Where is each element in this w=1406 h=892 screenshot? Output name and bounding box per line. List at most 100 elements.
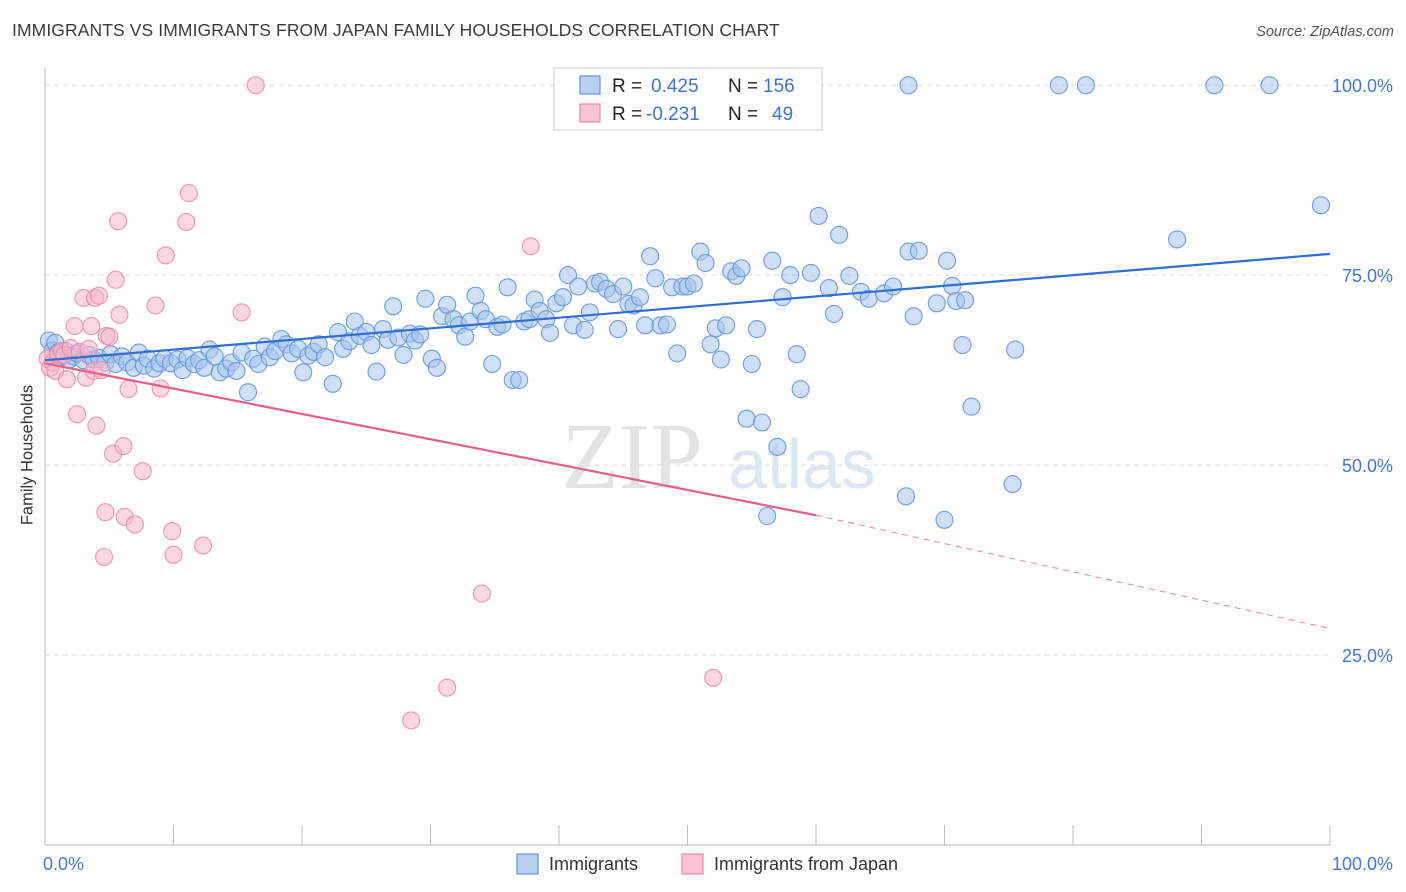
point-immigrants-from-japan	[82, 317, 101, 336]
point-immigrants	[791, 380, 810, 399]
point-immigrants	[899, 76, 918, 95]
trend-line-japan-extension	[815, 514, 1331, 629]
point-immigrants	[294, 363, 313, 382]
point-immigrants	[657, 315, 676, 334]
point-immigrants	[668, 344, 687, 363]
legend-swatch-japan	[579, 103, 601, 123]
point-immigrants	[558, 266, 578, 285]
legend-n-value: 49	[772, 104, 793, 125]
point-immigrants	[456, 327, 475, 346]
point-immigrants	[787, 345, 806, 364]
point-immigrants	[962, 397, 981, 416]
point-immigrants	[362, 335, 381, 355]
x-tick-label: 100.0%	[1332, 854, 1393, 874]
point-immigrants-from-japan	[146, 296, 165, 315]
point-immigrants-from-japan	[521, 237, 540, 256]
point-immigrants	[717, 316, 736, 335]
point-immigrants-from-japan	[151, 379, 170, 398]
point-immigrants	[466, 286, 485, 305]
point-immigrants	[824, 304, 844, 323]
y-tick-label: 75.0%	[1342, 266, 1393, 286]
point-immigrants	[737, 409, 756, 428]
point-immigrants-from-japan	[119, 380, 138, 399]
point-immigrants	[809, 206, 828, 225]
point-immigrants	[747, 320, 766, 339]
point-immigrants-from-japan	[246, 76, 265, 95]
point-immigrants	[1260, 76, 1279, 95]
point-immigrants	[367, 362, 386, 381]
legend-swatch-immigrants	[516, 853, 539, 875]
legend-r-label: R =	[612, 104, 642, 125]
point-immigrants-from-japan	[156, 246, 175, 265]
point-immigrants	[1311, 196, 1331, 215]
trend-line-japan	[44, 362, 817, 517]
point-immigrants	[938, 251, 957, 270]
point-immigrants	[238, 383, 258, 402]
source-credit: Source: ZipAtlas.com	[1256, 24, 1394, 40]
point-immigrants	[614, 277, 633, 296]
point-immigrants	[510, 370, 529, 390]
point-immigrants-from-japan	[87, 416, 106, 435]
legend-n-label: N =	[728, 104, 758, 125]
point-immigrants	[773, 288, 792, 307]
point-immigrants	[801, 263, 820, 282]
point-immigrants	[636, 316, 655, 335]
watermark-zip: ZIP	[562, 405, 703, 509]
point-immigrants-from-japan	[96, 503, 115, 522]
stats-legend: R = 0.425 N = 156 R = -0.231 N = 49	[553, 67, 823, 131]
point-immigrants-from-japan	[194, 536, 213, 555]
tick-labels: 25.0% 50.0% 75.0% 100.0% 0.0% 100.0%	[43, 76, 1393, 874]
point-immigrants	[927, 294, 946, 313]
series-legend: Immigrants Immigrants from Japan	[516, 853, 898, 875]
point-immigrants	[909, 241, 928, 260]
point-immigrants-from-japan	[68, 405, 87, 424]
point-immigrants-from-japan	[110, 305, 129, 324]
point-immigrants-from-japan	[95, 547, 114, 567]
point-immigrants-from-japan	[163, 522, 182, 541]
point-immigrants-from-japan	[125, 515, 144, 534]
point-immigrants-from-japan	[133, 462, 152, 481]
point-immigrants	[493, 315, 512, 334]
point-immigrants	[540, 323, 560, 342]
point-immigrants	[1006, 340, 1025, 359]
trend-line-immigrants	[44, 252, 1331, 362]
point-immigrants	[394, 345, 413, 364]
point-immigrants	[205, 347, 224, 366]
point-immigrants-from-japan	[89, 286, 109, 305]
point-immigrants	[498, 278, 517, 297]
watermark-atlas: atlas	[728, 425, 876, 503]
point-immigrants	[641, 247, 660, 266]
point-immigrants-from-japan	[100, 327, 119, 346]
data-points	[38, 76, 1331, 730]
trend-lines	[44, 252, 1331, 629]
point-immigrants	[323, 374, 342, 393]
legend-r-value: 0.425	[651, 76, 699, 97]
y-tick-label: 100.0%	[1332, 76, 1393, 96]
point-immigrants	[896, 487, 916, 506]
point-immigrants	[575, 320, 594, 339]
y-tick-label: 50.0%	[1342, 456, 1393, 476]
point-immigrants	[696, 253, 715, 273]
point-immigrants	[684, 274, 703, 293]
point-immigrants	[956, 291, 975, 310]
point-immigrants	[227, 361, 246, 380]
legend-swatch-japan	[681, 853, 704, 875]
point-immigrants	[953, 335, 972, 355]
point-immigrants	[1049, 76, 1068, 95]
point-immigrants	[830, 225, 849, 244]
point-immigrants-from-japan	[472, 584, 491, 603]
point-immigrants	[609, 320, 628, 339]
legend-r-value: -0.231	[646, 104, 700, 125]
point-immigrants	[840, 266, 859, 285]
point-immigrants-from-japan	[232, 303, 251, 322]
legend-swatch-immigrants	[579, 75, 601, 95]
point-immigrants-from-japan	[438, 678, 457, 697]
point-immigrants	[742, 354, 761, 374]
legend-label-immigrants: Immigrants	[549, 854, 638, 874]
x-tick-label: 0.0%	[43, 854, 84, 874]
point-immigrants	[1168, 230, 1187, 249]
point-immigrants	[316, 348, 335, 367]
point-immigrants	[763, 251, 782, 270]
y-tick-label: 25.0%	[1342, 646, 1393, 666]
legend-label-japan: Immigrants from Japan	[714, 854, 898, 874]
